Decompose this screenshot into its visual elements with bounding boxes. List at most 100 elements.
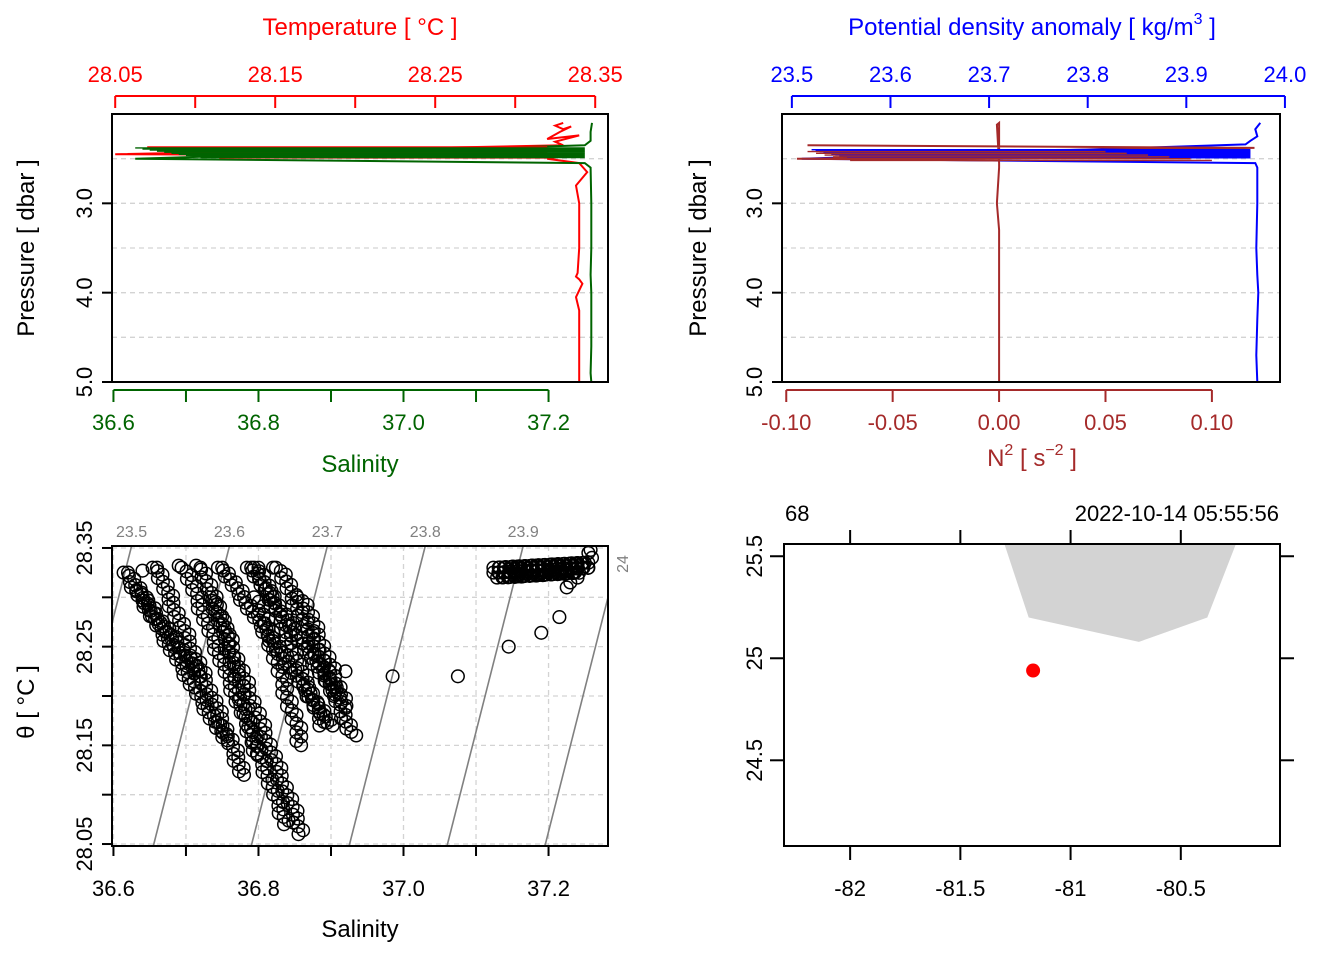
- ts-point: [256, 607, 271, 622]
- ts-point: [561, 565, 576, 581]
- ts-point: [306, 616, 321, 631]
- isopycnal-label: 23.8: [410, 524, 441, 541]
- ts-point: [300, 597, 315, 612]
- ts-point: [290, 811, 305, 826]
- ts-point: [206, 642, 222, 657]
- y-axis-title: Pressure [ dbar ]: [685, 159, 712, 336]
- ts-point: [222, 636, 237, 651]
- ts-point: [222, 627, 237, 642]
- ts-point: [274, 768, 289, 783]
- grid-lines: [112, 158, 608, 383]
- n2-tick-label: -0.05: [868, 410, 918, 435]
- ts-point: [231, 673, 246, 688]
- ts-point: [231, 664, 246, 679]
- top-axis-density: 23.5 23.6 23.7 23.8 23.9 24.0: [770, 62, 1306, 108]
- ts-point: [316, 714, 332, 730]
- ts-point: [195, 597, 210, 612]
- ts-point: [349, 728, 364, 743]
- density-axis-title-sup: 3: [1194, 11, 1203, 28]
- ts-point: [450, 669, 465, 684]
- ts-point: [231, 659, 246, 674]
- x-axis-salinity: 36.6 36.8 37.0 37.2: [92, 846, 570, 901]
- ts-point: [260, 761, 275, 776]
- ts-point: [231, 683, 246, 698]
- n2-axis-title-mid: [ s: [1013, 445, 1045, 472]
- ts-point: [245, 743, 260, 758]
- ts-point: [215, 624, 230, 639]
- ts-point: [306, 623, 321, 639]
- ts-point: [261, 620, 276, 635]
- y-tick-label: 28.05: [72, 816, 97, 871]
- n2-axis-title-sup2: −2: [1045, 442, 1063, 459]
- ts-point: [256, 616, 271, 631]
- ts-point: [289, 716, 304, 731]
- ts-point: [241, 711, 256, 726]
- y-axis-pressure: 3.0 4.0 5.0: [72, 188, 112, 397]
- ts-point: [236, 706, 251, 721]
- latitude-tick-label: 25: [742, 646, 767, 670]
- ts-point: [261, 612, 276, 627]
- ts-point: [552, 610, 567, 625]
- ts-point: [289, 725, 304, 740]
- x-tick-label: 36.8: [237, 876, 280, 901]
- ts-point: [269, 772, 285, 787]
- ts-point: [322, 657, 337, 672]
- map-axes: -82 -81.5 -81 -80.5 24.5 25 25.5: [742, 530, 1294, 901]
- ts-point: [245, 724, 261, 740]
- ts-point: [294, 720, 309, 735]
- bottom-axis-salinity: 36.6 36.8 37.0 37.2: [92, 389, 570, 435]
- y-tick-label: 28.35: [72, 520, 97, 575]
- ts-point: [194, 570, 209, 585]
- ts-point: [251, 560, 266, 575]
- ts-point: [192, 669, 207, 684]
- density-tick-label: 23.5: [770, 62, 813, 87]
- temperature-tick-label: 28.35: [568, 62, 623, 87]
- ts-point: [289, 733, 304, 749]
- x-tick-label: 37.0: [382, 876, 425, 901]
- ts-point: [280, 681, 295, 696]
- ts-point: [338, 664, 353, 679]
- ts-point: [261, 638, 276, 653]
- ts-point: [385, 669, 400, 684]
- density-tick-label: 24.0: [1264, 62, 1307, 87]
- ts-point: [270, 655, 285, 670]
- ts-point: [149, 560, 165, 575]
- ts-point: [289, 707, 304, 722]
- ts-point: [285, 792, 300, 807]
- ts-point: [264, 753, 279, 768]
- land-area: [1004, 544, 1236, 642]
- plot-frame: [111, 113, 609, 383]
- x-tick-label: 36.6: [92, 876, 135, 901]
- ts-point: [275, 686, 290, 701]
- ts-point: [265, 560, 281, 575]
- ts-point: [280, 788, 295, 803]
- plot-frame: [781, 113, 1281, 383]
- longitude-tick-label: -82: [834, 876, 866, 901]
- ts-point: [247, 590, 262, 605]
- ts-point: [275, 677, 290, 692]
- ts-point: [199, 582, 214, 597]
- ts-point: [250, 748, 265, 763]
- ts-point: [135, 563, 150, 578]
- ts-point: [563, 575, 578, 590]
- ts-point: [275, 659, 290, 675]
- ts-point: [222, 655, 237, 670]
- ts-point: [201, 623, 216, 638]
- panel-station-map: -82 -81.5 -81 -80.5 24.5 25 25.5 68 2022-10-14…: [742, 501, 1294, 901]
- isopycnal-label: 24: [615, 555, 632, 573]
- ts-point: [268, 749, 284, 764]
- isopycnal-line: [446, 546, 524, 846]
- ts-point: [120, 565, 136, 580]
- panel-temperature-salinity-profile: 3.04.05.0 28.05 28.15 28.25 28.35 36.6 36.8 3…: [13, 14, 623, 478]
- station-id-label: 68: [785, 501, 809, 526]
- ts-point: [269, 764, 284, 779]
- y-axis-title: Pressure [ dbar ]: [13, 159, 40, 336]
- bottom-axis-n2: -0.10 -0.05 0.00 0.05 0.10: [761, 389, 1233, 435]
- y-tick-label: 28.25: [72, 619, 97, 674]
- ts-point: [275, 668, 290, 683]
- longitude-tick-label: -81.5: [935, 876, 985, 901]
- temperature-profile-line: [115, 121, 589, 382]
- top-axis-temperature: 28.05 28.15 28.25 28.35: [88, 62, 623, 108]
- y-axis-pressure: 3.0 4.0 5.0: [742, 188, 782, 397]
- x-tick-label: 37.2: [527, 876, 570, 901]
